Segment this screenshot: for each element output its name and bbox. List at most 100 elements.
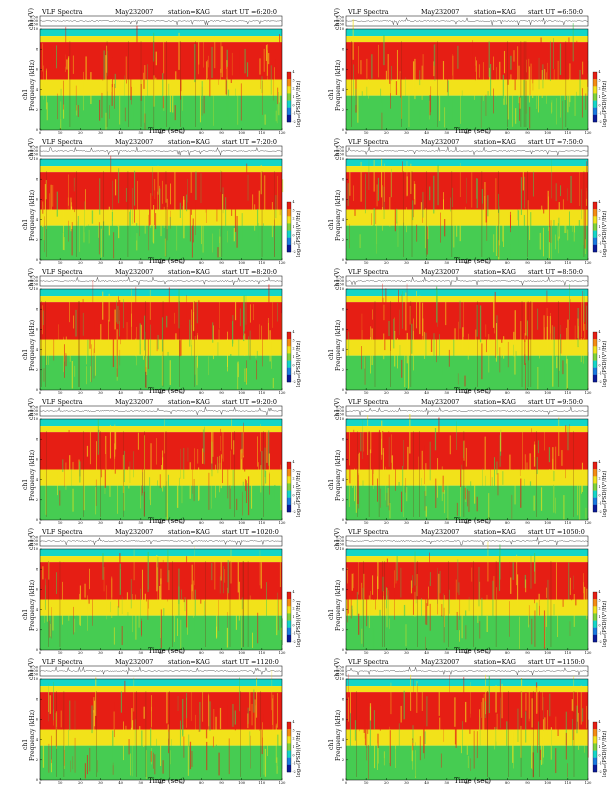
y-tick-label: 8 [342, 697, 345, 701]
ch1-tick-label: -0.30 [29, 153, 39, 157]
x-tick-label: 60 [159, 651, 164, 655]
spectrogram-stripe [355, 484, 357, 513]
ch1-axis-label: ch1 (V) [334, 268, 341, 290]
spectrogram-stripe [496, 713, 498, 733]
spectrogram-stripe [360, 432, 362, 452]
spectrogram-stripe [553, 311, 555, 326]
spectrogram-stripe [462, 721, 463, 760]
spectrogram-stripe [163, 608, 165, 645]
spectrogram-stripe [119, 310, 120, 337]
colorbar-segment [593, 72, 597, 80]
panel-start-ut: start UT =6:50:0 [528, 8, 583, 16]
panel-date: May232007 [115, 8, 154, 16]
colorbar-tick-label: 1 [599, 745, 601, 749]
spectrogram-stripe [528, 66, 530, 103]
spectrogram-stripe [268, 430, 270, 466]
ch1-tick-label: 0.00 [30, 19, 39, 23]
spectrogram-stripe [579, 69, 581, 106]
panel-start-ut: start UT =8:50:0 [528, 268, 583, 276]
spectrogram-stripe [144, 593, 146, 610]
spectrogram-stripe [394, 331, 396, 367]
spectrogram-stripe [583, 290, 585, 323]
panel-date: May232007 [421, 658, 460, 666]
colorbar-tick-label: 1 [293, 615, 295, 619]
spectrogram-stripe [186, 194, 188, 212]
x-axis-label: Time (sec) [148, 647, 186, 655]
spectrogram-stripe [151, 747, 153, 765]
spectrogram-stripe [584, 208, 586, 249]
spectrogram-stripe [513, 331, 515, 357]
spectrogram-stripe [128, 466, 130, 489]
panel-title: VLF Spectra [42, 658, 83, 666]
spectrogram-stripe [454, 728, 457, 745]
spectrogram-stripe [411, 739, 413, 762]
freq-axis-label-frequency: Frequency (kHz) [335, 319, 342, 371]
panel-date: May232007 [115, 138, 154, 146]
spectrogram-stripe [177, 618, 178, 636]
spectrogram-stripe [361, 346, 362, 370]
colorbar-tick-label: 1 [293, 225, 295, 229]
spectrogram-stripe [501, 683, 503, 719]
spectrogram-stripe [479, 709, 481, 737]
spectrogram-stripe [218, 443, 220, 464]
spectrogram-panel: VLF Spectra May232007 station=KAG start UT … [306, 394, 612, 525]
spectrogram-stripe [220, 428, 222, 463]
spectrogram-stripe [237, 559, 239, 593]
colorbar-label: log₁₀(PSD)(V²/Hz) [602, 210, 608, 257]
spectrogram-stripe [455, 714, 457, 748]
spectrogram-stripe [134, 189, 135, 223]
x-tick-label: 120 [279, 651, 287, 655]
spectrogram-stripe [169, 360, 171, 386]
colorbar-segment [287, 504, 291, 513]
spectrogram-stripe [141, 730, 143, 761]
spectrogram-stripe [412, 61, 415, 94]
spectrogram-stripe [239, 308, 241, 327]
spectrogram-band [40, 556, 282, 563]
spectrogram-stripe [42, 201, 44, 227]
spectrogram-stripe [213, 325, 214, 360]
spectrogram-stripe [228, 738, 230, 775]
spectrogram-stripe [63, 104, 65, 119]
spectrogram-stripe [116, 339, 118, 377]
colorbar-tick-label: 1 [293, 355, 295, 359]
spectrogram-stripe [580, 337, 582, 363]
spectrogram-panel: VLF Spectra May232007 station=KAG start UT … [0, 394, 306, 525]
spectrogram-stripe [111, 57, 113, 88]
spectrogram-stripe [350, 691, 351, 714]
spectrogram-stripe [537, 94, 539, 113]
colorbar-tick-label: -2 [293, 640, 296, 644]
spectrogram-stripe [154, 754, 156, 775]
spectrogram-stripe [456, 421, 457, 450]
spectrogram-stripe [142, 460, 144, 494]
spectrogram-stripe [138, 606, 140, 628]
x-tick-label: 120 [279, 391, 287, 395]
spectrogram-stripe [529, 58, 531, 96]
x-tick-label: 110 [564, 651, 572, 655]
spectrogram-stripe [257, 436, 258, 467]
spectrogram-stripe [378, 44, 379, 78]
colorbar-tick-label: -2 [599, 380, 602, 384]
spectrogram-stripe [183, 736, 185, 758]
spectrogram-stripe [130, 313, 132, 338]
ch1-axis-label: ch1 (V) [334, 398, 341, 420]
spectrogram-stripe [495, 178, 497, 214]
freq-axis-label-ch1: ch1 [328, 608, 335, 620]
spectrogram-stripe [101, 241, 103, 253]
spectrogram-stripe [536, 602, 538, 642]
spectrogram-stripe [184, 597, 186, 612]
spectrogram-stripe [484, 701, 486, 719]
spectrogram-stripe [261, 729, 263, 755]
colorbar-label: log₁₀(PSD)(V²/Hz) [602, 600, 608, 647]
spectrogram-stripe [266, 429, 268, 463]
spectrogram-stripe [569, 63, 571, 103]
spectrogram-stripe [155, 213, 157, 230]
spectrogram-stripe [276, 615, 278, 636]
x-tick-label: 110 [564, 131, 572, 135]
colorbar-segment [593, 599, 597, 607]
spectrogram-stripe [206, 61, 208, 83]
spectrogram-band [40, 692, 282, 730]
colorbar-segment [593, 750, 597, 758]
spectrogram-stripe [208, 695, 210, 727]
spectrogram-stripe [390, 171, 392, 198]
spectrogram-stripe [553, 470, 555, 482]
